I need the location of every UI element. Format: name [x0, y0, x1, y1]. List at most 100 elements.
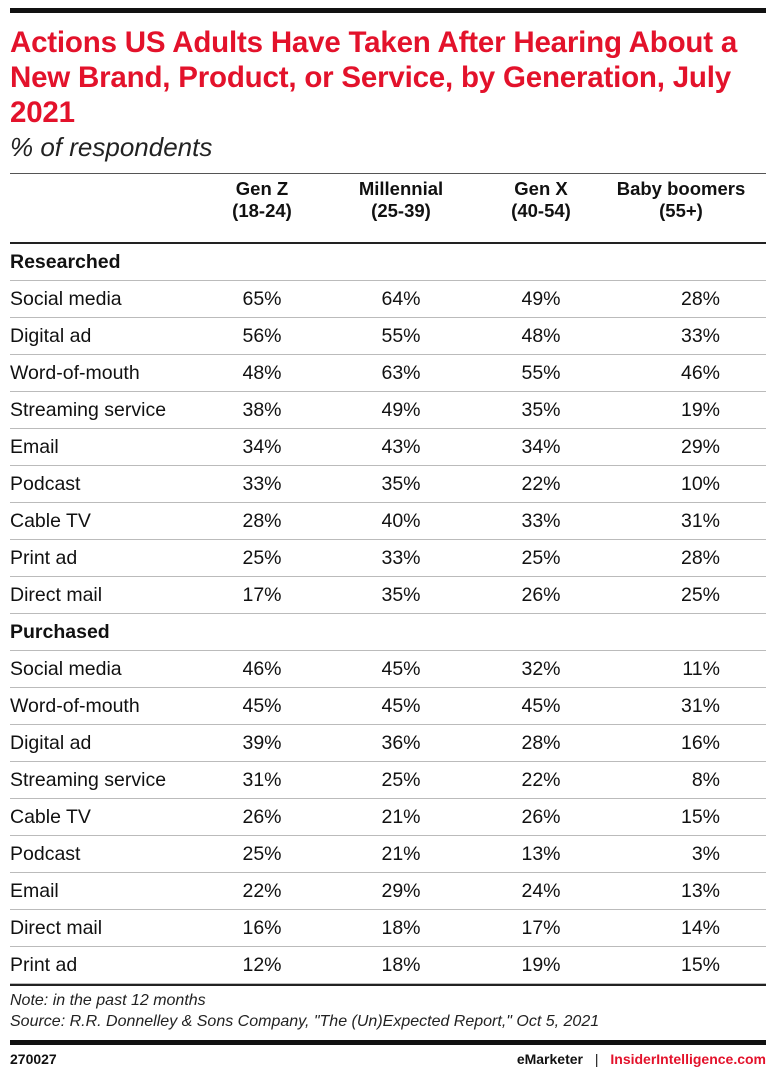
table-cell: 25% [242, 546, 282, 569]
table-cell: 29% [381, 879, 421, 902]
table-cell: 63% [381, 361, 421, 384]
table-row: Word-of-mouth 48% 63% 55% 46% [10, 355, 766, 392]
notes: Note: in the past 12 months Source: R.R.… [10, 990, 766, 1032]
header-row: Gen Z (18-24) Millennial (25-39) Gen X (… [10, 174, 766, 242]
table-cell: 55% [381, 324, 421, 347]
table-cell: 36% [381, 731, 421, 754]
section-label: Researched [10, 250, 121, 273]
table-cell: 28% [242, 509, 282, 532]
table-cell: 32% [521, 657, 561, 680]
footer: 270027 eMarketer | InsiderIntelligence.c… [10, 1051, 766, 1067]
table-row: Print ad 12% 18% 19% 15% [10, 947, 766, 984]
table-cell: 25% [381, 768, 421, 791]
table-cell: 24% [521, 879, 561, 902]
header-top-rule [10, 173, 766, 174]
source-text: Source: R.R. Donnelley & Sons Company, "… [10, 1013, 600, 1030]
table-row: Cable TV 26% 21% 26% 15% [10, 799, 766, 836]
chart-id: 270027 [10, 1051, 57, 1067]
row-label: Podcast [10, 472, 81, 495]
column-range: (18-24) [232, 200, 292, 221]
table-cell: 15% [680, 953, 720, 976]
table-cell: 12% [242, 953, 282, 976]
table-row: Streaming service 31% 25% 22% 8% [10, 762, 766, 799]
table-cell: 34% [521, 435, 561, 458]
row-label: Streaming service [10, 768, 167, 791]
table-cell: 45% [381, 657, 421, 680]
note-text: Note: in the past 12 months [10, 992, 206, 1009]
row-label: Print ad [10, 546, 78, 569]
table-cell: 15% [680, 805, 720, 828]
column-range: (40-54) [511, 200, 571, 221]
brand-emarketer: eMarketer [516, 1051, 583, 1067]
table-cell: 16% [680, 731, 720, 754]
table-body: Researched Social media 65% 64% 49% 28% Digita… [10, 244, 766, 984]
table-row: Streaming service 38% 49% 35% 19% [10, 392, 766, 429]
table-row: Digital ad 39% 36% 28% 16% [10, 725, 766, 762]
top-rule [10, 8, 766, 13]
table-cell: 22% [242, 879, 282, 902]
table-cell: 45% [242, 694, 282, 717]
column-header-gen-z: Gen Z (18-24) [208, 178, 316, 242]
table-cell: 35% [381, 472, 421, 495]
table-row: Word-of-mouth 45% 45% 45% 31% [10, 688, 766, 725]
brand-separator: | [594, 1051, 599, 1067]
row-label: Digital ad [10, 324, 92, 347]
table-row: Podcast 25% 21% 13% 3% [10, 836, 766, 873]
table-cell: 10% [680, 472, 720, 495]
column-name: Gen X [514, 178, 568, 199]
row-label: Word-of-mouth [10, 361, 140, 384]
table-cell: 31% [680, 509, 720, 532]
footer-rule [10, 1040, 766, 1045]
table-cell: 16% [242, 916, 282, 939]
table-cell: 33% [381, 546, 421, 569]
table-cell: 49% [521, 287, 561, 310]
row-label: Print ad [10, 953, 78, 976]
table-row: Direct mail 16% 18% 17% 14% [10, 910, 766, 947]
table-cell: 21% [381, 805, 421, 828]
section-label: Purchased [10, 620, 110, 643]
table-cell: 13% [521, 842, 561, 865]
table-cell: 13% [680, 879, 720, 902]
table-cell: 28% [680, 546, 720, 569]
section-header: Researched [10, 244, 766, 281]
table-cell: 38% [242, 398, 282, 421]
column-range: (55+) [659, 200, 703, 221]
brand: eMarketer | InsiderIntelligence.com [517, 1051, 766, 1067]
column-name: Baby boomers [616, 178, 746, 199]
table-row: Cable TV 28% 40% 33% 31% [10, 503, 766, 540]
column-header-millennial: Millennial (25-39) [316, 178, 486, 242]
table-cell: 45% [521, 694, 561, 717]
table-cell: 46% [242, 657, 282, 680]
table-cell: 3% [691, 842, 720, 865]
table-cell: 26% [242, 805, 282, 828]
table-cell: 26% [521, 805, 561, 828]
table-cell: 35% [381, 583, 421, 606]
row-label: Social media [10, 287, 122, 310]
row-label: Cable TV [10, 805, 91, 828]
table-cell: 25% [242, 842, 282, 865]
table-cell: 48% [242, 361, 282, 384]
table-cell: 65% [242, 287, 282, 310]
row-label: Word-of-mouth [10, 694, 140, 717]
table-row: Direct mail 17% 35% 26% 25% [10, 577, 766, 614]
table-cell: 17% [521, 916, 561, 939]
row-label: Cable TV [10, 509, 91, 532]
table-cell: 22% [521, 472, 561, 495]
column-name: Gen Z [235, 178, 289, 199]
row-label: Direct mail [10, 583, 103, 606]
row-label: Direct mail [10, 916, 103, 939]
table-bottom-rule [10, 984, 766, 986]
chart-title: Actions US Adults Have Taken After Heari… [10, 26, 738, 129]
section-header: Purchased [10, 614, 766, 651]
table-cell: 31% [680, 694, 720, 717]
table-cell: 31% [242, 768, 282, 791]
table-cell: 8% [691, 768, 720, 791]
table-cell: 21% [381, 842, 421, 865]
table-cell: 56% [242, 324, 282, 347]
table-cell: 48% [521, 324, 561, 347]
table-row: Digital ad 56% 55% 48% 33% [10, 318, 766, 355]
table-cell: 40% [381, 509, 421, 532]
table-cell: 25% [680, 583, 720, 606]
column-name: Millennial [358, 178, 444, 199]
row-label: Streaming service [10, 398, 167, 421]
